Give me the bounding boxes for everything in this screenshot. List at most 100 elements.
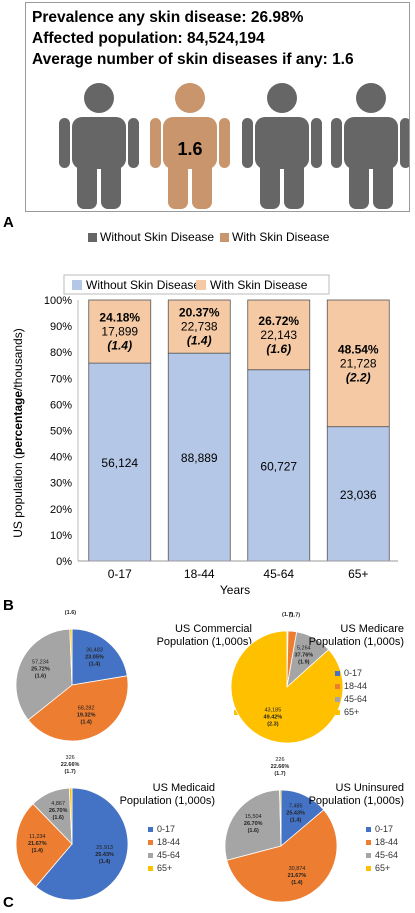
pie-percent-label: 25.43% (286, 811, 305, 817)
person-right-arm (311, 118, 322, 168)
person-figure-with-skin-disease (150, 83, 230, 209)
pie-legend-swatch (148, 866, 153, 871)
pie-average-label: (1.4) (291, 880, 302, 886)
person-figure-without-skin-disease (331, 83, 409, 209)
pie-legend-label: 18-44 (375, 837, 398, 847)
pie-percent-label: 25.43% (95, 852, 114, 858)
pie-legend-label: 65+ (375, 863, 390, 873)
pie-value-label: 4,867 (51, 801, 65, 807)
pie-slice-18-44 (15, 803, 73, 888)
bar-without-value-label: 23,036 (340, 488, 377, 502)
pie-value-label: 7,485 (289, 804, 303, 810)
pie-legend-label: 0-17 (375, 824, 393, 834)
person-head (267, 83, 297, 113)
bar-without-value-label: 60,727 (260, 459, 297, 473)
pie-percent-label: 23.05% (85, 655, 104, 661)
bar-x-tick-label: 45-64 (263, 567, 294, 581)
bar-y-tick-label: 0% (56, 556, 72, 568)
pie-legend-label: 45-64 (344, 694, 367, 704)
person-left-arm (59, 118, 70, 168)
bar-x-tick-label: 65+ (348, 567, 368, 581)
pie-chart-commercial: 36,48323.05%(1.4)68,28219.32%(1.4)57,234… (15, 610, 266, 742)
pie-slice-65+ (230, 630, 344, 744)
pie-slice-65+ (279, 789, 282, 847)
pie-slice-18-44 (27, 675, 129, 742)
pie-percent-label: 21.67% (288, 873, 307, 879)
pie-average-label: (1.4) (32, 848, 43, 854)
pie-value-label: 68,282 (78, 706, 95, 712)
pie-legend-swatch (148, 827, 153, 832)
pie-title-line-2: Population (1,000s) (309, 795, 404, 807)
legend-swatch-with-a (220, 233, 229, 242)
bar-without-value-label: 88,889 (181, 451, 218, 465)
pie-title-line-2: Population (1,000s) (309, 636, 404, 648)
bar-y-tick-label: 10% (50, 530, 72, 542)
bar-with-skin-disease (167, 299, 231, 354)
bar-with-value-label: 22,738 (181, 320, 218, 334)
pie-value-label: 326 (66, 755, 75, 761)
person-right-leg (373, 157, 393, 209)
pie-legend-swatch (148, 840, 153, 845)
person-right-arm (400, 118, 409, 168)
pie-legend-label: 65+ (344, 707, 359, 717)
pie-charts: 36,48323.05%(1.4)68,28219.32%(1.4)57,234… (15, 610, 404, 903)
person-right-leg (101, 157, 121, 209)
pie-legend-label: 0-17 (344, 668, 362, 678)
person-left-leg (77, 157, 97, 209)
average-disease-count-label: 1.6 (177, 139, 202, 159)
pie-average-label: (1.4) (80, 720, 91, 726)
pie-legend-swatch (366, 866, 371, 871)
bar-x-tick-label: 18-44 (184, 567, 215, 581)
pie-value-label: 15,504 (245, 814, 262, 820)
panel-b-letter: B (3, 597, 14, 614)
bar-without-skin-disease (167, 352, 231, 562)
pie-slice-18-44 (226, 809, 338, 903)
bar-y-tick-label: 60% (50, 399, 72, 411)
pie-title-line-2: Population (1,000s) (120, 795, 215, 807)
pie-legend-swatch (234, 710, 239, 715)
pie-value-label: 5,264 (297, 646, 311, 652)
stacked-bar-chart: Without Skin Disease With Skin Disease 0… (11, 274, 398, 597)
pie-title-line-1: US Medicaid (153, 782, 215, 794)
bar-y-tick-label: 70% (50, 373, 72, 385)
pie-slice-label: 14334.41%(1.7) (278, 610, 297, 618)
bar-with-percent-label: 20.37% (179, 306, 220, 320)
pie-percent-label: 22.66% (271, 764, 290, 770)
bar-y-tick-label: 40% (50, 452, 72, 464)
pie-percent-label: 22.66% (61, 762, 80, 768)
pie-legend-swatch (148, 853, 153, 858)
bar-with-average-label: (2.2) (346, 370, 371, 384)
pie-legend-label: 45-64 (375, 850, 398, 860)
pie-slice-label: 1,23834.41%(1.7) (285, 610, 304, 618)
pie-percent-label: 49.42% (264, 715, 283, 721)
pie-value-label: 11,234 (29, 834, 45, 840)
person-head (84, 83, 114, 113)
bar-x-axis-label: Years (220, 583, 250, 597)
bar-with-percent-label: 24.18% (99, 311, 140, 325)
bar-with-average-label: (1.4) (107, 339, 132, 353)
person-head (175, 83, 205, 113)
pie-average-label: (2.3) (267, 722, 278, 728)
pie-average-label: (1.4) (99, 859, 110, 865)
pie-percent-label: 19.32% (77, 713, 96, 719)
pie-legend-label: 18-44 (157, 837, 180, 847)
bar-y-tick-label: 30% (50, 478, 72, 490)
pie-percent-label: 34.41% (285, 610, 304, 611)
panel-a-letter: A (3, 214, 14, 231)
bar-legend-label-with: With Skin Disease (210, 278, 308, 292)
bar-y-tick-label: 100% (44, 295, 72, 307)
person-figure-without-skin-disease (59, 83, 139, 209)
pie-percent-label: 26.70% (244, 821, 263, 827)
bar-y-tick-label: 90% (50, 321, 72, 333)
person-left-arm (331, 118, 342, 168)
